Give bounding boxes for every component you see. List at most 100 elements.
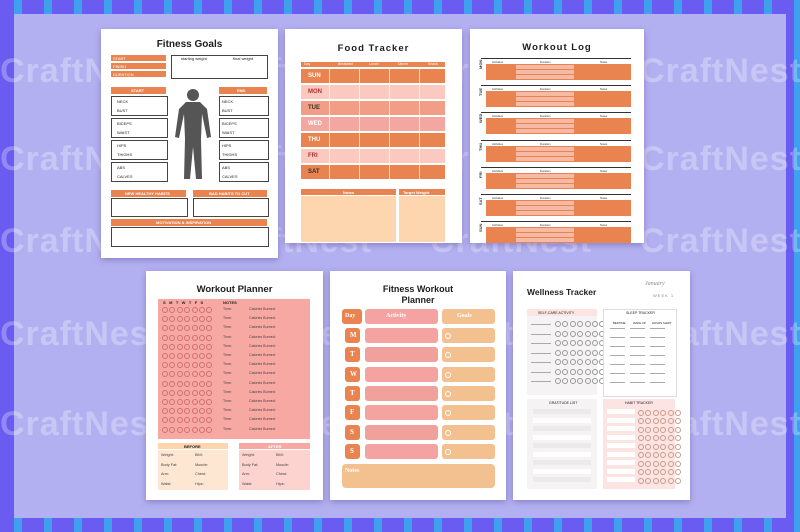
day-checkbox[interactable] [169,343,176,350]
day-checkbox[interactable] [667,443,674,450]
activity-cell[interactable] [365,347,438,363]
duration-cell[interactable] [516,70,574,74]
day-checkbox[interactable] [162,353,168,359]
sleep-line[interactable] [630,373,645,374]
activity-line[interactable] [531,371,551,372]
goal-check-icon[interactable] [445,390,451,397]
sleep-line[interactable] [650,346,665,347]
day-checkbox[interactable] [555,340,561,346]
day-checkbox[interactable] [660,409,667,416]
day-checkbox[interactable] [584,321,591,327]
duration-cell[interactable] [516,233,574,238]
gratitude-line[interactable] [533,460,591,465]
habit-line[interactable] [607,451,635,457]
checkbox-row[interactable] [555,340,607,346]
day-checkbox[interactable] [660,435,667,441]
goal-check-icon[interactable] [445,371,451,378]
goal-cell[interactable] [442,328,495,343]
checkbox-row[interactable] [162,362,214,369]
checkbox-row[interactable] [638,452,682,458]
duration-cell[interactable] [516,75,574,79]
day-checkbox[interactable] [162,362,168,369]
day-checkbox[interactable] [674,477,681,484]
checkbox-row[interactable] [162,343,214,350]
day-checkbox[interactable] [198,343,205,350]
day-checkbox[interactable] [645,469,652,475]
day-checkbox[interactable] [184,362,191,369]
day-checkbox[interactable] [206,343,213,350]
day-checkbox[interactable] [555,359,561,365]
day-checkbox[interactable] [162,426,168,433]
day-checkbox[interactable] [584,378,591,384]
day-checkbox[interactable] [660,452,667,458]
checkbox-row[interactable] [555,359,607,365]
goal-cell[interactable] [442,366,495,382]
day-checkbox[interactable] [562,349,569,356]
day-checkbox[interactable] [562,378,569,384]
goal-cell[interactable] [442,385,495,401]
day-checkbox[interactable] [206,417,213,424]
day-checkbox[interactable] [562,330,569,337]
activity-cell[interactable] [365,405,438,421]
day-checkbox[interactable] [184,426,191,433]
day-checkbox[interactable] [584,330,591,337]
day-checkbox[interactable] [169,353,176,359]
day-checkbox[interactable] [162,371,168,378]
duration-cell[interactable] [516,183,574,188]
checkbox-row[interactable] [162,417,214,424]
day-checkbox[interactable] [584,349,591,356]
day-checkbox[interactable] [645,409,652,416]
activity-cell[interactable] [365,328,438,343]
duration-cell[interactable] [516,178,574,183]
day-checkbox[interactable] [169,380,176,387]
day-checkbox[interactable] [638,435,644,441]
activity-line[interactable] [531,362,551,363]
day-checkbox[interactable] [674,435,681,441]
day-checkbox[interactable] [162,408,168,415]
day-checkbox[interactable] [206,426,213,433]
day-checkbox[interactable] [577,349,584,356]
gratitude-line[interactable] [533,434,591,440]
day-checkbox[interactable] [162,389,168,396]
sleep-line[interactable] [630,355,645,356]
day-checkbox[interactable] [169,316,176,323]
day-checkbox[interactable] [555,349,561,356]
activity-cell[interactable] [365,385,438,401]
day-checkbox[interactable] [162,417,168,424]
day-checkbox[interactable] [674,409,681,416]
checkbox-row[interactable] [638,418,682,424]
day-checkbox[interactable] [191,362,198,369]
day-checkbox[interactable] [162,343,168,350]
goal-check-icon[interactable] [445,352,451,359]
goal-check-icon[interactable] [445,333,451,339]
sleep-line[interactable] [630,337,645,338]
day-checkbox[interactable] [191,325,198,332]
duration-cell[interactable] [516,129,574,134]
day-checkbox[interactable] [569,349,576,356]
checkbox-row[interactable] [638,443,682,450]
day-checkbox[interactable] [176,316,183,323]
day-checkbox[interactable] [169,417,176,424]
day-checkbox[interactable] [555,368,561,375]
day-checkbox[interactable] [652,460,659,467]
day-checkbox[interactable] [184,389,191,396]
gratitude-line[interactable] [533,409,591,414]
checkbox-row[interactable] [162,426,214,433]
day-checkbox[interactable] [184,380,191,387]
checkbox-row[interactable] [162,316,214,323]
day-checkbox[interactable] [206,380,213,387]
goal-cell[interactable] [442,443,495,459]
day-checkbox[interactable] [169,426,176,433]
habit-line[interactable] [607,477,635,482]
day-checkbox[interactable] [638,477,644,484]
day-checkbox[interactable] [198,353,205,359]
sleep-line[interactable] [650,328,665,329]
day-checkbox[interactable] [176,353,183,359]
habit-line[interactable] [607,426,635,431]
day-checkbox[interactable] [191,399,198,405]
day-checkbox[interactable] [584,359,591,365]
checkbox-row[interactable] [555,321,607,327]
day-checkbox[interactable] [638,460,644,467]
duration-cell[interactable] [516,65,574,69]
gratitude-line[interactable] [533,477,591,482]
